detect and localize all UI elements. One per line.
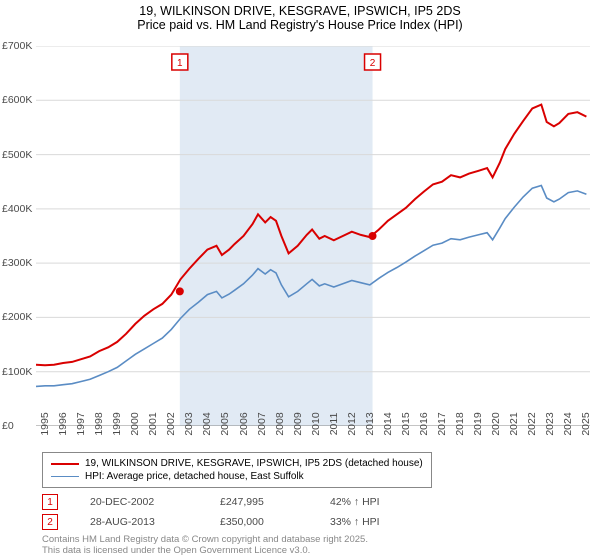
title-line-1: 19, WILKINSON DRIVE, KESGRAVE, IPSWICH, …	[0, 4, 600, 18]
legend-swatch-1	[51, 463, 79, 465]
marker-date-2: 28-AUG-2013	[90, 516, 220, 528]
svg-text:1: 1	[177, 58, 183, 69]
footer-line-1: Contains HM Land Registry data © Crown c…	[42, 534, 368, 545]
chart-svg: 12	[36, 46, 590, 426]
legend-swatch-2	[51, 476, 79, 478]
chart-area: 12 £0£100K£200K£300K£400K£500K£600K£700K…	[36, 46, 590, 426]
footer-line-2: This data is licensed under the Open Gov…	[42, 545, 368, 556]
legend-label-1: 19, WILKINSON DRIVE, KESGRAVE, IPSWICH, …	[85, 458, 423, 469]
chart-title-block: 19, WILKINSON DRIVE, KESGRAVE, IPSWICH, …	[0, 0, 600, 34]
title-line-2: Price paid vs. HM Land Registry's House …	[0, 18, 600, 32]
marker-box-2: 2	[42, 514, 58, 530]
marker-pct-2: 33% ↑ HPI	[330, 516, 430, 528]
legend-row-2: HPI: Average price, detached house, East…	[51, 470, 423, 483]
svg-text:2: 2	[370, 58, 376, 69]
marker-pct-1: 42% ↑ HPI	[330, 496, 430, 508]
footer: Contains HM Land Registry data © Crown c…	[42, 534, 368, 557]
marker-box-1: 1	[42, 494, 58, 510]
marker-date-1: 20-DEC-2002	[90, 496, 220, 508]
legend-label-2: HPI: Average price, detached house, East…	[85, 471, 304, 482]
marker-row-1: 1 20-DEC-2002 £247,995 42% ↑ HPI	[42, 492, 430, 512]
marker-price-2: £350,000	[220, 516, 330, 528]
marker-price-1: £247,995	[220, 496, 330, 508]
marker-table: 1 20-DEC-2002 £247,995 42% ↑ HPI 2 28-AU…	[42, 492, 430, 532]
marker-row-2: 2 28-AUG-2013 £350,000 33% ↑ HPI	[42, 512, 430, 532]
legend-row-1: 19, WILKINSON DRIVE, KESGRAVE, IPSWICH, …	[51, 457, 423, 470]
legend-box: 19, WILKINSON DRIVE, KESGRAVE, IPSWICH, …	[42, 452, 432, 488]
